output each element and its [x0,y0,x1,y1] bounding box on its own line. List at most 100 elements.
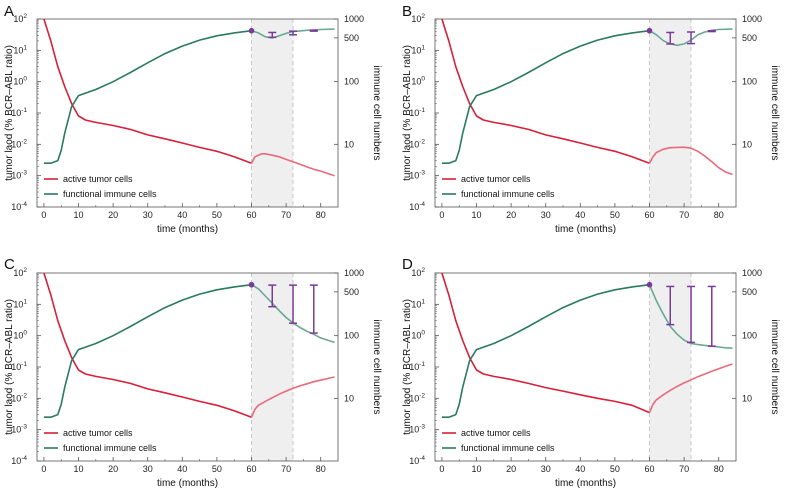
treatment-start-dot [248,281,255,288]
x-tick-label: 80 [316,464,326,474]
tumor-line-treatment [648,146,733,176]
legend-immune-label: functional immune cells [461,189,555,199]
x-tick-label: 50 [610,464,620,474]
x-tick-label: 70 [679,210,689,220]
x-tick-label: 10 [472,210,482,220]
x-tick-label: 0 [41,464,46,474]
chart-panel-b: B 0 10 20 30 40 50 60 70 80 102 101 100 10-1 10-2 10-3 1… [402,3,780,235]
x-tick-label: 20 [506,210,516,220]
y-left-tick-label: 10-4 [11,455,27,466]
tumor-line-treatment [648,363,733,413]
panel-letter: B [402,3,412,20]
y-right-tick-label: 10 [344,393,354,403]
y-left-tick-label: 101 [411,44,425,55]
y-left-tick-label: 10-1 [11,361,27,372]
x-tick-label: 50 [212,210,222,220]
y-right-tick-label: 1000 [742,14,762,24]
chart-panel-c: C 0 10 20 30 40 50 60 70 80 102 101 100 10-1 10-2 10-3 1… [4,256,382,489]
legend-immune-label: functional immune cells [63,189,157,199]
y-left-tick-label: 101 [411,298,425,309]
x-tick-label: 10 [472,464,482,474]
chart-panel-d: D 0 10 20 30 40 50 60 70 80 102 101 100 10-1 10-2 10-3 1… [402,256,780,489]
immune-line-pre-treatment [441,283,650,418]
treatment-start-dot [646,27,653,34]
y-left-tick-label: 100 [411,330,425,341]
x-tick-label: 50 [212,464,222,474]
x-tick-label: 40 [575,464,585,474]
x-tick-label: 70 [679,464,689,474]
immune-line-pre-treatment [43,283,252,418]
x-tick-label: 40 [575,210,585,220]
x-axis-title: time (months) [157,224,218,235]
y-left-tick-label: 10-1 [409,361,425,372]
legend-immune-label: functional immune cells [63,443,157,453]
y-left-tick-label: 100 [13,330,27,341]
x-tick-label: 70 [281,464,291,474]
legend-immune-label: functional immune cells [461,443,555,453]
y-left-tick-label: 10-2 [409,392,425,403]
x-tick-label: 10 [74,464,84,474]
immune-line-pre-treatment [441,29,650,164]
x-axis-title: time (months) [157,478,218,489]
y-right-tick-label: 100 [344,331,359,341]
x-tick-label: 30 [541,210,551,220]
x-tick-label: 60 [644,464,654,474]
x-tick-label: 20 [506,464,516,474]
x-tick-label: 0 [439,464,444,474]
y-left-axis-title: tumor laod (% BCR–ABL ratio) [402,299,413,435]
y-left-axis-title: tumor laod (% BCR–ABL ratio) [4,299,15,435]
tumor-line-pre-treatment [43,272,252,418]
x-tick-label: 70 [281,210,291,220]
y-right-tick-label: 100 [344,77,359,87]
treatment-shade [649,19,692,207]
legend-tumor-label: active tumor cells [63,174,133,184]
y-right-tick-label: 500 [344,287,359,297]
tumor-line-treatment [250,376,335,418]
y-left-tick-label: 10-1 [409,107,425,118]
y-right-tick-label: 100 [742,77,757,87]
y-right-tick-label: 1000 [344,268,364,278]
y-left-tick-label: 10-3 [409,424,425,435]
y-left-tick-label: 10-3 [409,170,425,181]
x-tick-label: 80 [714,464,724,474]
y-left-tick-label: 10-1 [11,107,27,118]
y-left-tick-label: 10-3 [11,170,27,181]
legend-tumor-label: active tumor cells [461,174,531,184]
x-tick-label: 30 [143,210,153,220]
y-right-tick-label: 500 [344,33,359,43]
y-right-tick-label: 10 [344,139,354,149]
treatment-start-dot [248,27,255,34]
y-left-axis-title: tumor laod (% BCR–ABL ratio) [402,45,413,181]
y-right-axis-title: immune cell numbers [371,319,382,414]
y-right-tick-label: 10 [742,139,752,149]
y-left-tick-label: 102 [411,267,425,278]
x-tick-label: 0 [41,210,46,220]
y-left-tick-label: 10-4 [409,201,425,212]
x-tick-label: 0 [439,210,444,220]
x-tick-label: 40 [177,210,187,220]
y-right-axis-title: immune cell numbers [769,319,780,414]
y-right-tick-label: 500 [742,287,757,297]
x-tick-label: 50 [610,210,620,220]
y-right-tick-label: 1000 [742,268,762,278]
immune-line-pre-treatment [43,29,252,164]
legend-tumor-label: active tumor cells [461,428,531,438]
treatment-start-dot [646,281,653,288]
y-left-tick-label: 10-2 [409,138,425,149]
y-left-tick-label: 100 [13,76,27,87]
x-tick-label: 30 [541,464,551,474]
x-tick-label: 40 [177,464,187,474]
tumor-line-pre-treatment [441,272,650,414]
x-axis-title: time (months) [555,224,616,235]
panel-letter: A [4,3,14,20]
panel-letter: C [4,256,15,273]
x-tick-label: 60 [246,464,256,474]
y-right-axis-title: immune cell numbers [769,65,780,160]
y-right-axis-title: immune cell numbers [371,65,382,160]
chart-panel-a: A 0 10 20 30 40 50 60 70 80 102 101 100 10-1 10-2 10-3 1… [4,3,382,235]
y-right-tick-label: 500 [742,33,757,43]
y-left-tick-label: 100 [411,76,425,87]
legend-tumor-label: active tumor cells [63,428,133,438]
x-tick-label: 20 [108,464,118,474]
tumor-line-pre-treatment [441,18,650,164]
